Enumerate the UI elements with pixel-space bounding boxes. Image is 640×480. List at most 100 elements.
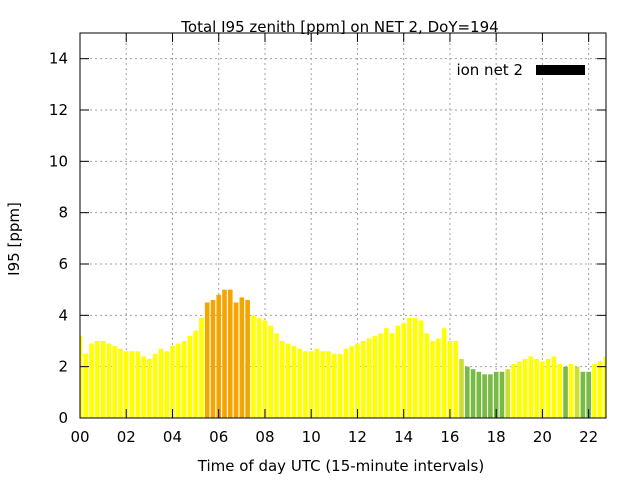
bar: [597, 361, 603, 418]
y-tick-label: 12: [49, 101, 68, 119]
bar: [106, 343, 112, 418]
bar: [279, 341, 285, 418]
bar: [372, 335, 378, 418]
bar: [123, 351, 129, 418]
bar: [170, 346, 175, 418]
bar: [545, 358, 551, 418]
bar: [447, 341, 453, 418]
legend-swatch: [536, 65, 585, 75]
bar: [158, 348, 164, 418]
bar: [528, 356, 534, 418]
bar: [441, 328, 447, 418]
bar: [384, 328, 389, 418]
y-tick-label: 4: [58, 306, 68, 324]
bar: [511, 364, 516, 418]
bar: [505, 369, 511, 418]
bar: [239, 297, 245, 418]
bar: [395, 325, 401, 418]
y-tick-label: 8: [58, 204, 68, 222]
y-tick-label: 10: [49, 152, 68, 170]
bar: [135, 351, 141, 418]
bar: [603, 356, 606, 418]
x-tick-label: 10: [302, 428, 321, 446]
bar: [285, 343, 291, 418]
bar: [332, 353, 337, 418]
bar: [424, 333, 430, 418]
bar: [129, 351, 135, 418]
bar: [216, 294, 222, 418]
bar: [459, 358, 464, 418]
bar: [147, 358, 152, 418]
bar: [418, 320, 424, 418]
bar: [245, 299, 250, 418]
bar: [199, 317, 204, 418]
bar: [262, 320, 268, 418]
bar: [227, 289, 233, 418]
bar: [378, 333, 383, 418]
bar: [118, 348, 123, 418]
chart-title: Total I95 zenith [ppm] on NET 2, DoY=194: [180, 18, 498, 36]
x-tick-label: 20: [533, 428, 552, 446]
bar: [482, 374, 487, 418]
y-tick-label: 14: [49, 50, 68, 68]
bar: [187, 335, 193, 418]
legend: ion net 2: [456, 61, 585, 79]
bar: [164, 351, 170, 418]
bar: [83, 353, 89, 418]
bar: [343, 348, 349, 418]
bar: [349, 346, 354, 418]
x-tick-label: 18: [487, 428, 506, 446]
y-axis-label: I95 [ppm]: [5, 202, 23, 276]
bar: [516, 361, 522, 418]
bar: [268, 325, 274, 418]
bar: [499, 371, 505, 418]
bar: [453, 341, 459, 418]
bar: [251, 315, 256, 418]
bar: [389, 333, 395, 418]
x-tick-label: 00: [70, 428, 89, 446]
bar: [412, 317, 418, 418]
bar: [256, 317, 262, 418]
bar: [557, 364, 563, 418]
bar: [401, 323, 407, 418]
bar: [326, 351, 331, 418]
bar: [181, 341, 187, 418]
bar: [175, 343, 181, 418]
x-tick-label: 22: [579, 428, 598, 446]
bar: [476, 371, 482, 418]
bar: [580, 371, 586, 418]
bar: [193, 330, 198, 418]
bar: [436, 338, 441, 418]
bar: [95, 341, 100, 418]
bar: [355, 343, 360, 418]
x-tick-label: 06: [209, 428, 228, 446]
x-tick-label: 14: [394, 428, 413, 446]
bar: [551, 356, 557, 418]
bar: [470, 369, 476, 418]
bar: [314, 348, 320, 418]
bar: [320, 351, 326, 418]
legend-label: ion net 2: [456, 61, 523, 79]
bar: [210, 299, 216, 418]
bar: [407, 317, 412, 418]
bar: [274, 333, 279, 418]
x-tick-label: 16: [440, 428, 459, 446]
bar: [563, 366, 568, 418]
bar: [222, 289, 227, 418]
bar: [534, 358, 539, 418]
bar: [464, 366, 470, 418]
x-tick-label: 02: [117, 428, 136, 446]
bar: [522, 358, 528, 418]
y-tick-label: 6: [58, 255, 68, 273]
bar: [360, 341, 366, 418]
bar: [574, 366, 580, 418]
x-tick-label: 04: [163, 428, 182, 446]
bar: [592, 364, 597, 418]
bar: [303, 351, 308, 418]
bar: [233, 302, 239, 418]
x-axis-label: Time of day UTC (15-minute intervals): [197, 457, 484, 475]
bar: [430, 341, 435, 418]
bar: [152, 353, 158, 418]
